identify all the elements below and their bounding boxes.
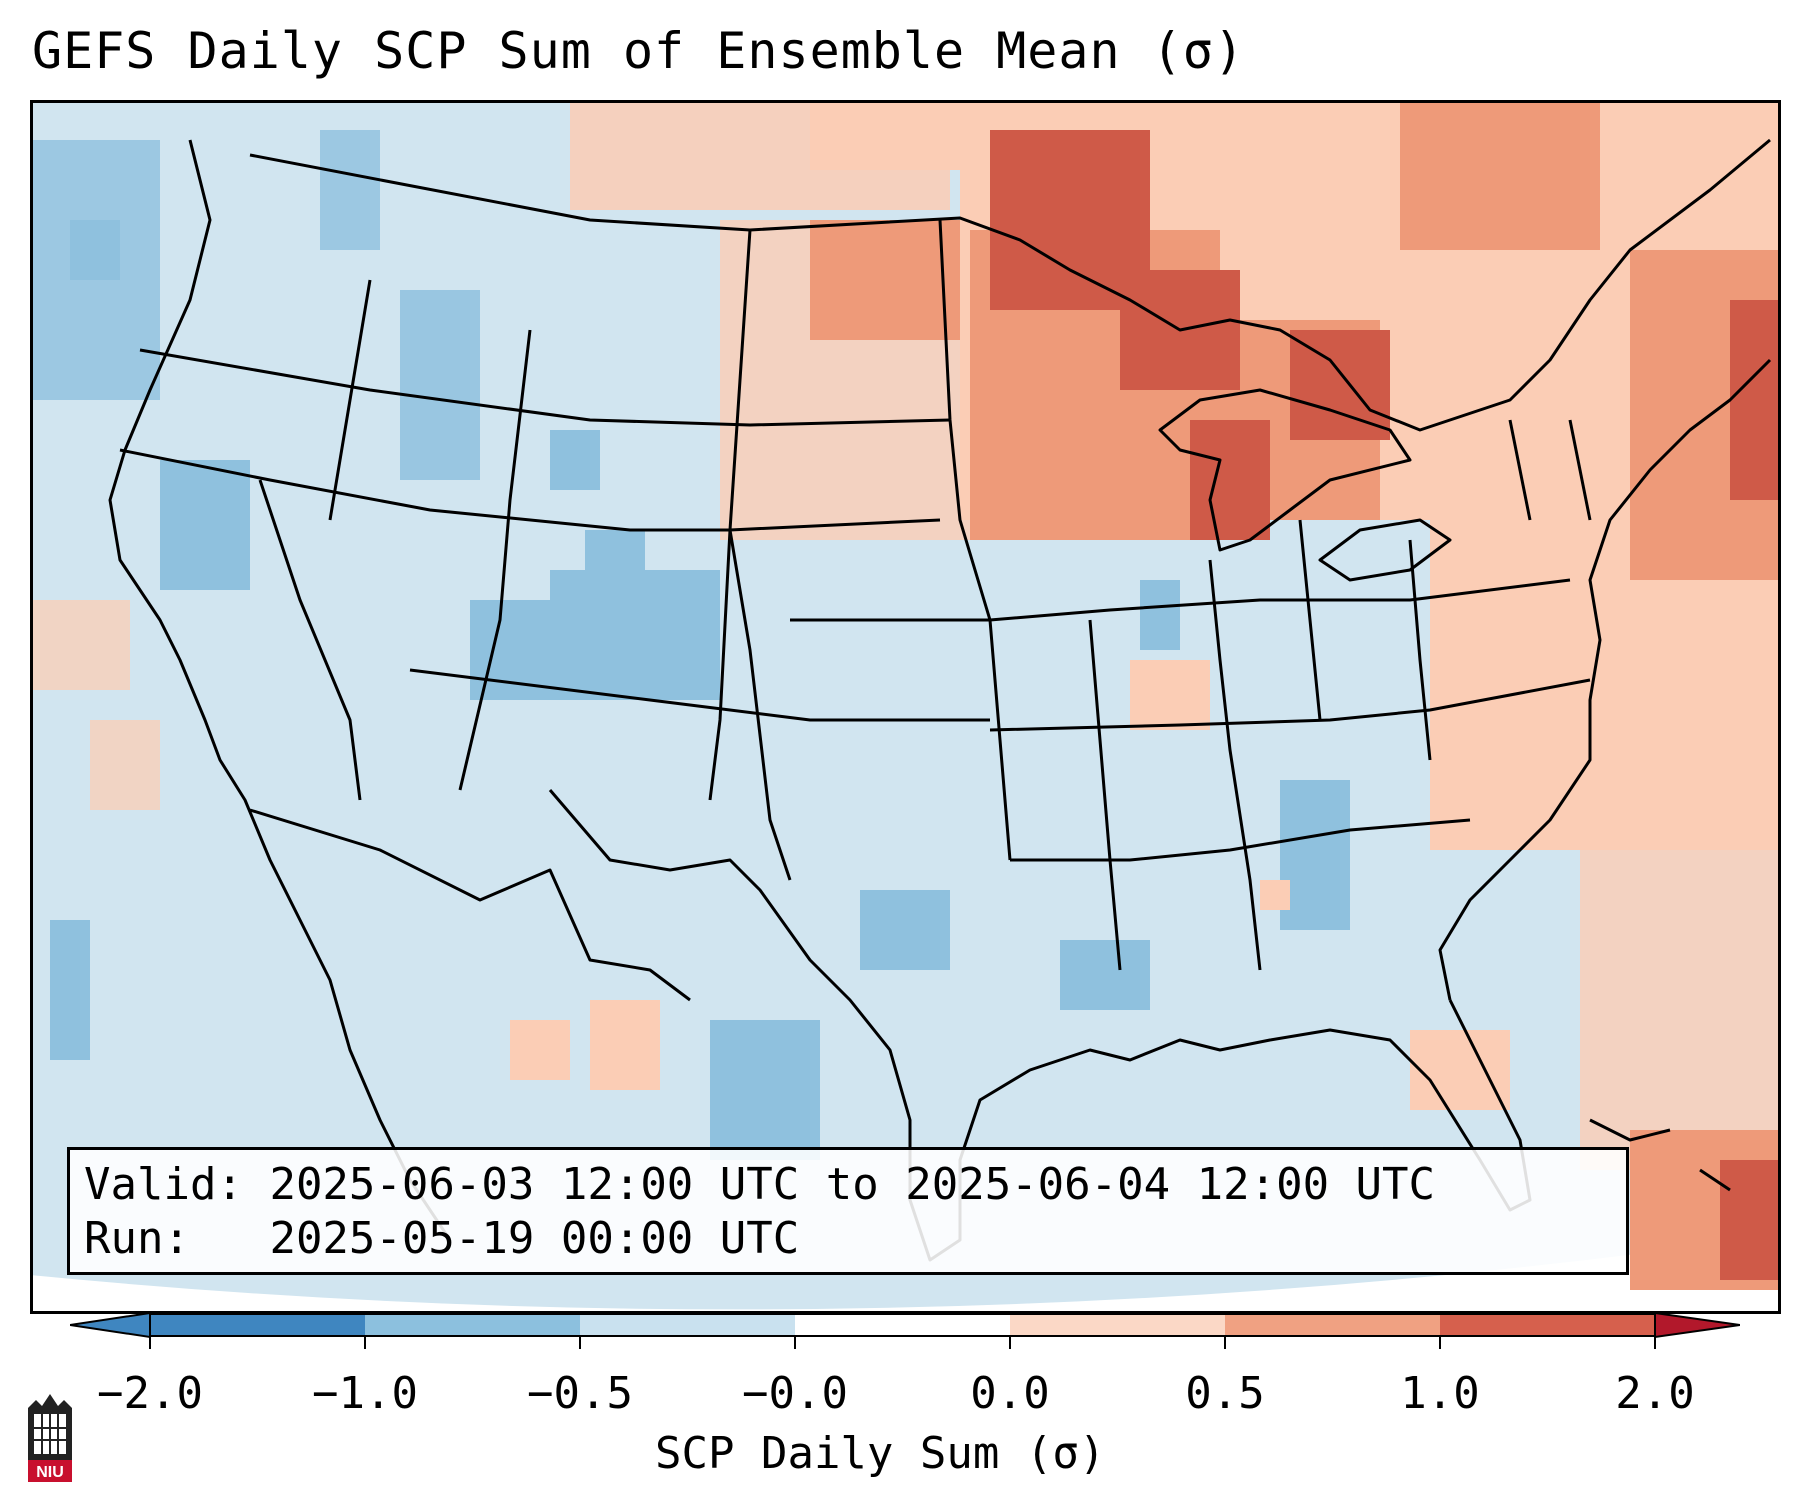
validity-info-box: Valid: 2025-06-03 12:00 UTC to 2025-06-0… bbox=[67, 1147, 1629, 1275]
colorbar-label: SCP Daily Sum (σ) bbox=[655, 1428, 1106, 1479]
colorbar-segment bbox=[580, 1313, 795, 1337]
run-label: Run: bbox=[84, 1213, 190, 1264]
colorbar-tick-label: −0.0 bbox=[742, 1368, 848, 1419]
map-canvas bbox=[30, 100, 1781, 1314]
niu-logo: NIU bbox=[22, 1390, 78, 1486]
colorbar bbox=[69, 1311, 1741, 1353]
colorbar-tick-label: 0.0 bbox=[970, 1368, 1050, 1419]
colorbar-ticks bbox=[149, 1337, 1656, 1349]
colorbar-tick-label: 2.0 bbox=[1615, 1368, 1695, 1419]
map-boundaries bbox=[108, 138, 1772, 1262]
colorbar-tick-label: 0.5 bbox=[1185, 1368, 1265, 1419]
valid-value: 2025-06-03 12:00 UTC to 2025-06-04 12:00… bbox=[269, 1159, 1436, 1210]
niu-logo-icon: NIU bbox=[28, 1394, 72, 1482]
colorbar-segment bbox=[1010, 1313, 1225, 1337]
colorbar-max-extend bbox=[1654, 1311, 1741, 1339]
svg-text:NIU: NIU bbox=[36, 1464, 64, 1481]
colorbar-segment bbox=[365, 1313, 580, 1337]
projection-edge bbox=[30, 1235, 1781, 1314]
colorbar-min-extend bbox=[69, 1311, 151, 1339]
colorbar-segment bbox=[150, 1313, 365, 1337]
map-title: GEFS Daily SCP Sum of Ensemble Mean (σ) bbox=[32, 22, 1245, 80]
colorbar-segment bbox=[1225, 1313, 1440, 1337]
colorbar-tick-label: −0.5 bbox=[527, 1368, 633, 1419]
colorbar-segment bbox=[795, 1313, 1010, 1337]
run-value: 2025-05-19 00:00 UTC bbox=[269, 1213, 800, 1264]
colorbar-tick-label: −1.0 bbox=[312, 1368, 418, 1419]
colorbar-tick-label: −2.0 bbox=[97, 1368, 203, 1419]
negative-anomaly-areas bbox=[30, 130, 1350, 1160]
colorbar-segment bbox=[1440, 1313, 1655, 1337]
colorbar-tick-label: 1.0 bbox=[1400, 1368, 1480, 1419]
positive-anomaly-dark-areas bbox=[990, 130, 1781, 1280]
map-frame bbox=[30, 100, 1781, 1314]
colorbar-svg bbox=[69, 1311, 1741, 1349]
map-panel[interactable] bbox=[30, 100, 1781, 1314]
colorbar-outline bbox=[149, 1313, 1656, 1337]
valid-label: Valid: bbox=[84, 1159, 243, 1210]
